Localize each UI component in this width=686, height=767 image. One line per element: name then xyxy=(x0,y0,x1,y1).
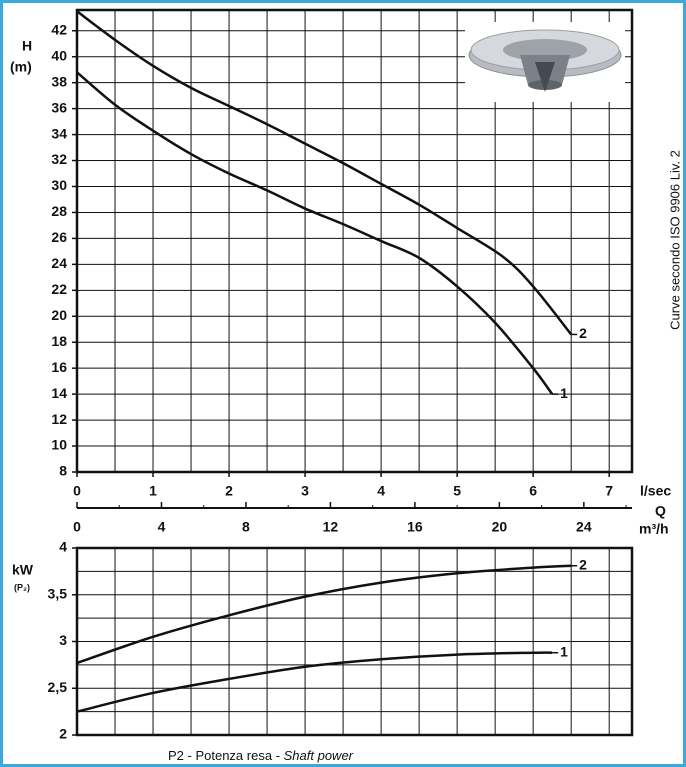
curve xyxy=(76,10,573,336)
x2-tick-label: 20 xyxy=(492,519,508,535)
curve xyxy=(76,564,572,665)
x-tick-label: 5 xyxy=(453,483,461,499)
y-tick-label: 28 xyxy=(51,203,67,219)
x-tick-label: 6 xyxy=(529,483,537,499)
x2-unit: m³/h xyxy=(639,521,669,537)
x2-tick-label: 24 xyxy=(576,519,592,535)
y-tick-label: 38 xyxy=(51,73,67,89)
y-tick-label: 26 xyxy=(51,229,67,245)
caption-italic: Shaft power xyxy=(284,748,354,763)
y-label: H xyxy=(22,38,32,54)
side-note: Curve secondo ISO 9906 Liv. 2 xyxy=(667,150,682,330)
x2-tick-label: 16 xyxy=(407,519,423,535)
y-tick-label: 36 xyxy=(51,99,67,115)
y-unit: (P₂) xyxy=(14,582,30,592)
plot-border xyxy=(75,8,634,474)
curve-label: 1 xyxy=(560,643,568,659)
x-tick-label: 4 xyxy=(377,483,385,499)
y-tick-label: 4 xyxy=(59,539,67,555)
x2-tick-label: 8 xyxy=(242,519,250,535)
y-tick-label: 14 xyxy=(51,385,67,401)
y-tick-label: 3 xyxy=(59,632,67,648)
y-tick-label: 20 xyxy=(51,307,67,323)
y-tick-label: 16 xyxy=(51,359,67,375)
y-tick-label: 2 xyxy=(59,726,67,742)
caption: P2 - Potenza resa - Shaft power xyxy=(168,748,354,763)
x2-tick-label: 12 xyxy=(323,519,339,535)
y-tick-label: 18 xyxy=(51,333,67,349)
x-tick-label: 3 xyxy=(301,483,309,499)
y-tick-label: 24 xyxy=(51,255,67,271)
y-tick-label: 30 xyxy=(51,177,67,193)
curve-label: 1 xyxy=(560,385,568,401)
y-tick-label: 42 xyxy=(51,21,67,37)
x-label: l/sec xyxy=(640,483,671,499)
y-tick-label: 40 xyxy=(51,47,67,63)
x-tick-label: 2 xyxy=(225,483,233,499)
curve xyxy=(76,651,553,713)
y-tick-label: 2,5 xyxy=(48,679,68,695)
x-tick-label: 7 xyxy=(605,483,613,499)
y-tick-label: 3,5 xyxy=(48,585,68,601)
y-tick-label: 32 xyxy=(51,151,67,167)
curve-label: 2 xyxy=(579,556,587,572)
y-tick-label: 34 xyxy=(51,125,67,141)
curve xyxy=(76,71,554,395)
x-tick-label: 0 xyxy=(73,483,81,499)
x-tick-label: 1 xyxy=(149,483,157,499)
y-tick-label: 10 xyxy=(51,437,67,453)
plot-border xyxy=(75,546,634,737)
x2-tick-label: 4 xyxy=(158,519,166,535)
impeller-image xyxy=(468,29,622,92)
y-unit: (m) xyxy=(10,59,32,75)
curve-label: 2 xyxy=(579,325,587,341)
y-label: kW xyxy=(12,562,34,578)
x2-label: Q xyxy=(655,503,666,519)
y-tick-label: 12 xyxy=(51,411,67,427)
x2-tick-label: 0 xyxy=(73,519,81,535)
caption-text: P2 - Potenza resa - xyxy=(168,748,284,763)
y-tick-label: 22 xyxy=(51,281,67,297)
y-tick-label: 8 xyxy=(59,463,67,479)
